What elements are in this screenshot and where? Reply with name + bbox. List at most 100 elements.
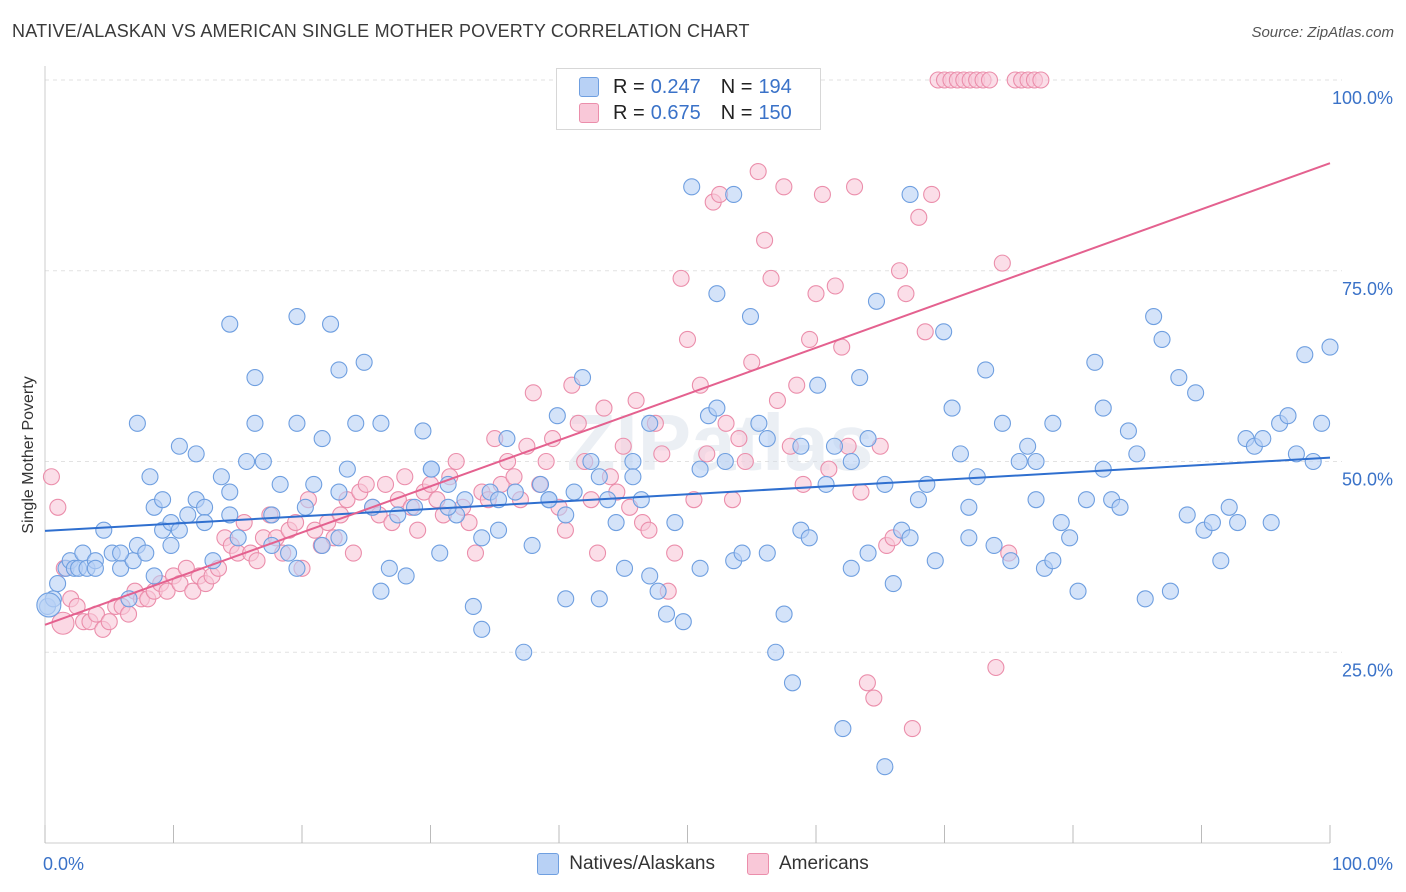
native-point	[741, 307, 760, 326]
americans-trend-line	[44, 162, 1331, 626]
tick-labels: 25.0% 50.0% 75.0% 100.0% 0.0% 100.0%	[43, 88, 1393, 874]
native-point	[498, 430, 516, 448]
american-point	[614, 437, 632, 455]
native-point	[212, 468, 230, 486]
native-point	[918, 475, 936, 493]
native-point	[506, 483, 524, 501]
native-point	[288, 414, 306, 432]
native-point	[254, 452, 272, 471]
native-point	[691, 460, 709, 478]
native-point	[1203, 513, 1221, 532]
native-point	[128, 414, 146, 432]
american-point	[556, 521, 574, 539]
american-point	[923, 185, 941, 203]
native-point	[1161, 582, 1179, 600]
native-point	[926, 552, 944, 570]
native-point	[372, 414, 390, 432]
native-point	[624, 452, 642, 471]
native-point	[666, 513, 684, 532]
native-point	[750, 414, 768, 432]
native-point	[1077, 491, 1095, 509]
n-label: N =	[720, 101, 753, 124]
trend-lines	[44, 162, 1331, 626]
native-point	[137, 544, 155, 562]
native-point	[783, 674, 802, 692]
native-point	[977, 361, 995, 379]
native-point	[145, 567, 163, 585]
american-point	[537, 452, 555, 471]
native-point	[649, 582, 667, 600]
native-point	[271, 475, 289, 493]
native-point	[1279, 407, 1297, 425]
american-point	[910, 208, 928, 226]
native-point	[960, 529, 978, 547]
native-point	[1170, 369, 1188, 387]
native-point	[196, 498, 214, 516]
native-point	[355, 353, 373, 371]
native-point	[296, 498, 314, 516]
r-label: R =	[613, 101, 645, 124]
american-point	[640, 521, 658, 539]
native-point	[607, 513, 625, 532]
native-point	[557, 590, 575, 608]
native-point	[141, 468, 159, 486]
native-point	[817, 475, 835, 493]
native-point	[641, 414, 659, 432]
native-point	[851, 369, 869, 387]
native-point	[943, 399, 961, 417]
american-point	[845, 178, 864, 196]
native-point	[1220, 498, 1238, 516]
native-point	[263, 506, 281, 524]
n-value: 150	[758, 101, 792, 124]
native-point	[842, 452, 860, 471]
native-point	[792, 437, 810, 455]
american-point	[447, 452, 465, 471]
american-point	[409, 521, 427, 539]
native-point	[229, 529, 247, 547]
x-tick-label: 0.0%	[43, 854, 84, 874]
native-point	[624, 468, 642, 486]
y-tick-label: 25.0%	[1342, 660, 1393, 680]
native-point	[641, 567, 659, 585]
native-point	[758, 544, 776, 562]
american-point	[813, 185, 831, 203]
american-point	[788, 376, 806, 394]
native-point	[901, 529, 919, 547]
american-point	[756, 231, 774, 249]
american-point	[826, 277, 844, 295]
native-point	[179, 506, 197, 524]
native-point	[867, 292, 886, 310]
american-point	[344, 544, 362, 562]
american-point	[858, 674, 876, 692]
native-point	[775, 605, 793, 623]
native-point	[36, 592, 62, 618]
legend-row-americans: R = 0.675 N = 150	[579, 100, 792, 126]
native-point	[288, 307, 306, 326]
native-point	[531, 475, 550, 493]
native-point	[582, 452, 600, 471]
native-point	[170, 437, 188, 455]
native-point	[1262, 513, 1280, 532]
native-point	[1094, 460, 1112, 478]
american-point	[794, 475, 812, 493]
native-point	[1229, 513, 1247, 532]
native-point	[246, 369, 264, 387]
native-point	[733, 544, 751, 562]
natives-swatch	[537, 853, 560, 875]
american-point	[691, 376, 709, 394]
native-point	[456, 491, 474, 509]
native-point	[758, 430, 776, 448]
native-point	[725, 185, 743, 203]
natives-swatch	[579, 77, 599, 97]
native-point	[1212, 552, 1230, 570]
american-point	[666, 544, 684, 562]
american-point	[248, 552, 266, 570]
native-point	[800, 529, 818, 547]
native-point	[1136, 590, 1154, 608]
native-point	[708, 399, 726, 417]
legend-item-natives[interactable]: Natives/Alaskans	[537, 853, 715, 875]
american-point	[68, 597, 86, 616]
legend-item-americans[interactable]: Americans	[746, 853, 869, 875]
american-point	[100, 613, 118, 631]
native-point	[86, 559, 104, 577]
